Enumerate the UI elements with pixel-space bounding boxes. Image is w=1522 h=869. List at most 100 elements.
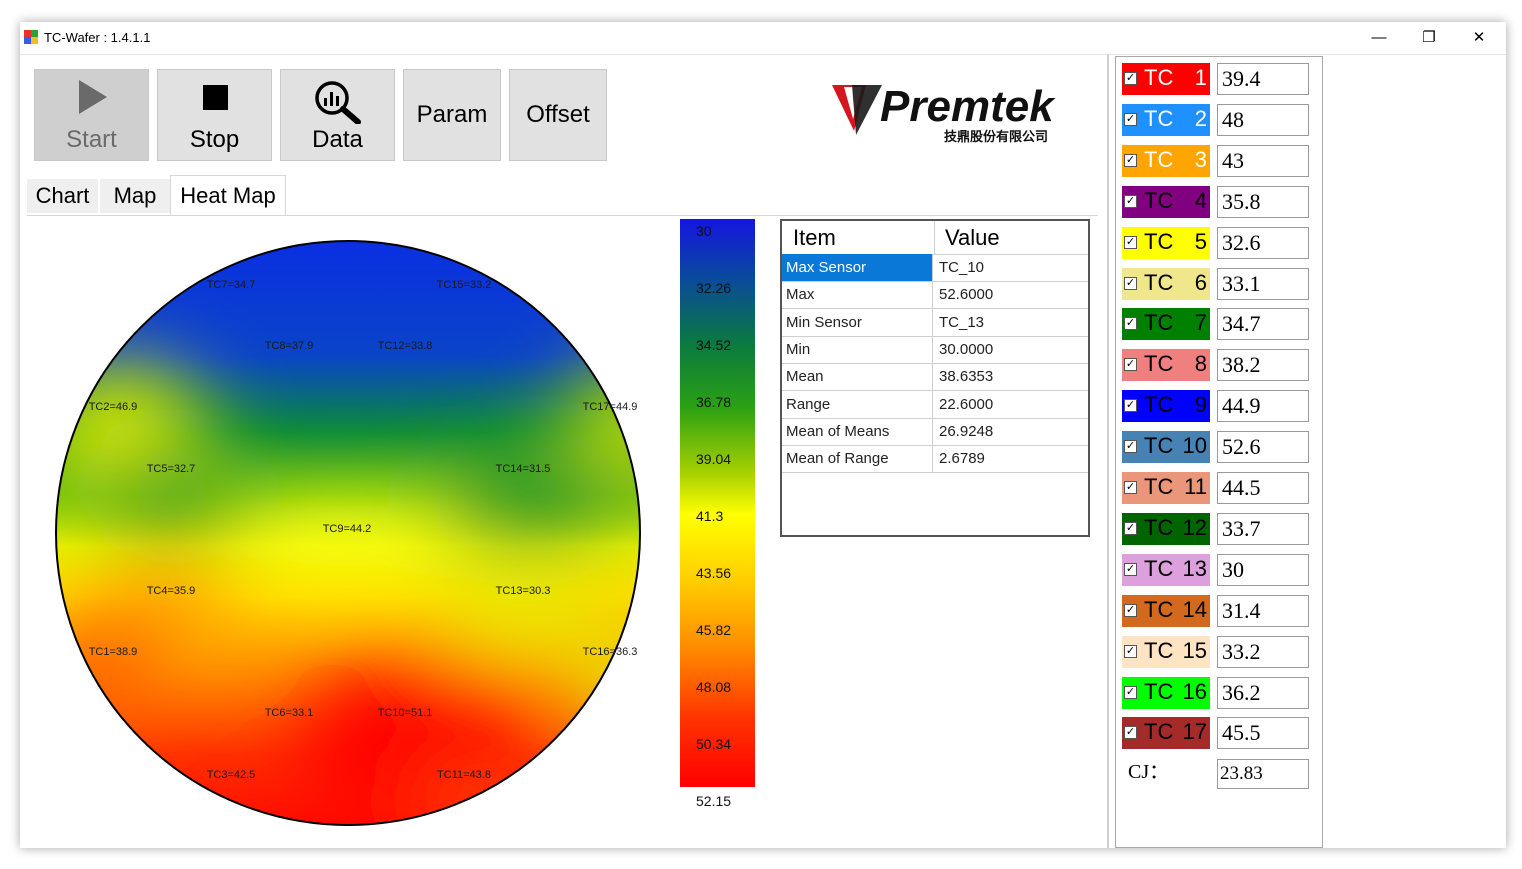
tc-channel-value-field[interactable]: 44.9 (1217, 390, 1309, 423)
statistics-row[interactable]: Mean 38.6353 (782, 363, 1088, 392)
tc-channel-toggle[interactable]: ✓ TC 6 (1122, 267, 1210, 300)
checkbox-checked-icon[interactable]: ✓ (1124, 726, 1137, 740)
statistics-row[interactable]: Max Sensor TC_10 (782, 254, 1088, 282)
statistics-row[interactable]: Range 22.6000 (782, 390, 1088, 419)
tc-channel-value-field[interactable]: 34.7 (1217, 308, 1309, 341)
tc-channel-name: TC (1144, 433, 1174, 459)
checkbox-checked-icon[interactable]: ✓ (1124, 644, 1137, 658)
tc-channel-value-field[interactable]: 33.1 (1217, 267, 1309, 300)
tc-channel-number: 17 (1182, 719, 1207, 745)
tab-chart[interactable]: Chart (27, 179, 98, 213)
color-scale-tick: 50.34 (696, 736, 732, 752)
checkbox-checked-icon[interactable]: ✓ (1124, 317, 1137, 331)
tc-channel-value-field[interactable]: 30 (1217, 553, 1309, 586)
checkbox-checked-icon[interactable]: ✓ (1124, 235, 1137, 249)
tc-channel-value-field[interactable]: 35.8 (1217, 185, 1309, 218)
checkbox-checked-icon[interactable]: ✓ (1124, 562, 1137, 576)
stop-button[interactable]: Stop (157, 69, 272, 161)
checkbox-checked-icon[interactable]: ✓ (1124, 112, 1137, 126)
tc-channel-value-field[interactable]: 33.2 (1217, 635, 1309, 668)
tc-channel-value-field[interactable]: 52.6 (1217, 431, 1309, 464)
color-scale-tick: 52.15 (696, 793, 732, 809)
tc-channel-name: TC (1144, 514, 1174, 540)
checkbox-checked-icon[interactable]: ✓ (1124, 440, 1137, 454)
tc-channel-number: 16 (1182, 678, 1207, 704)
tc-channel-toggle[interactable]: ✓ TC 10 (1122, 431, 1210, 464)
param-button[interactable]: Param (403, 69, 501, 161)
tc-channel-name: TC (1144, 187, 1174, 213)
tc-channel-toggle[interactable]: ✓ TC 5 (1122, 226, 1210, 259)
checkbox-checked-icon[interactable]: ✓ (1124, 481, 1137, 494)
tc-channel-value-field[interactable]: 45.5 (1217, 717, 1309, 750)
tc-channel-toggle[interactable]: ✓ TC 15 (1122, 635, 1210, 668)
tc-channel-toggle[interactable]: ✓ TC 13 (1122, 553, 1210, 586)
tc-channel-number: 14 (1182, 596, 1207, 622)
tc-channel-toggle[interactable]: ✓ TC 1 (1122, 63, 1210, 95)
tc-channel-value-field[interactable]: 48 (1217, 103, 1309, 136)
tab-map[interactable]: Map (100, 179, 170, 213)
statistics-value: 30.0000 (939, 340, 994, 358)
tc-channel-value-field[interactable]: 39.4 (1217, 63, 1309, 95)
tc-channel-toggle[interactable]: ✓ TC 8 (1122, 349, 1210, 382)
checkbox-checked-icon[interactable]: ✓ (1124, 521, 1137, 535)
tc-channel-value-field[interactable]: 32.6 (1217, 226, 1309, 259)
tc-channel-value-field[interactable]: 36.2 (1217, 676, 1309, 709)
wafer-sensor-label: TC2=46.9 (88, 401, 138, 413)
tc-channel-toggle[interactable]: ✓ TC 9 (1122, 390, 1210, 423)
tc-channel-value-field[interactable]: 43 (1217, 144, 1309, 177)
tc-channel-value-field[interactable]: 38.2 (1217, 349, 1309, 382)
start-button[interactable]: Start (34, 69, 149, 161)
restore-button[interactable]: ❐ (1422, 29, 1436, 46)
tc-channel-value-field[interactable]: 31.4 (1217, 594, 1309, 627)
tc-channel-number: 4 (1194, 187, 1207, 213)
statistics-row[interactable]: Mean of Means 26.9248 (782, 417, 1088, 446)
panel-splitter[interactable] (1107, 54, 1109, 848)
data-button[interactable]: Data (280, 69, 395, 161)
statistics-row[interactable]: Min Sensor TC_13 (782, 308, 1088, 337)
checkbox-checked-icon[interactable]: ✓ (1124, 153, 1137, 167)
checkbox-checked-icon[interactable]: ✓ (1124, 685, 1137, 699)
tc-channel-toggle[interactable]: ✓ TC 11 (1122, 472, 1210, 504)
offset-button[interactable]: Offset (509, 69, 607, 161)
tc-channel-toggle[interactable]: ✓ TC 7 (1122, 308, 1210, 341)
tc-channel-toggle[interactable]: ✓ TC 17 (1122, 717, 1210, 750)
cj-value-field[interactable]: 23.83 (1217, 759, 1309, 789)
tc-channel-toggle[interactable]: ✓ TC 3 (1122, 144, 1210, 177)
tc-channel-toggle[interactable]: ✓ TC 16 (1122, 676, 1210, 709)
checkbox-checked-icon[interactable]: ✓ (1124, 358, 1137, 372)
wafer-sensor-label: TC10=51.1 (377, 707, 433, 719)
statistics-row[interactable]: Max 52.6000 (782, 281, 1088, 310)
wafer-sensor-label: TC7=34.7 (206, 279, 256, 291)
tc-channel-toggle[interactable]: ✓ TC 12 (1122, 512, 1210, 545)
minimize-button[interactable]: — (1371, 28, 1387, 46)
tc-channel-toggle[interactable]: ✓ TC 2 (1122, 103, 1210, 136)
checkbox-checked-icon[interactable]: ✓ (1124, 72, 1137, 85)
tc-channel-value-field[interactable]: 44.5 (1217, 472, 1309, 504)
tc-channel-toggle[interactable]: ✓ TC 14 (1122, 594, 1210, 627)
statistics-item: Min Sensor (782, 308, 933, 336)
tc-channel-toggle[interactable]: ✓ TC 4 (1122, 185, 1210, 218)
checkbox-checked-icon[interactable]: ✓ (1124, 276, 1137, 290)
tc-channel-name: TC (1144, 596, 1174, 622)
color-scale-bar (680, 219, 755, 787)
tc-channel-number: 8 (1194, 351, 1207, 377)
logo-subtitle: 技鼎股份有限公司 (944, 129, 1048, 145)
wafer-sensor-label: TC1=38.9 (88, 646, 138, 658)
title-bar: TC-Wafer : 1.4.1.1 — ❐ ✕ (20, 22, 1506, 54)
statistics-value: TC_10 (939, 259, 985, 276)
checkbox-checked-icon[interactable]: ✓ (1124, 194, 1137, 208)
color-scale-tick: 32.26 (696, 280, 732, 296)
close-button[interactable]: ✕ (1472, 29, 1486, 46)
statistics-header: Item Value (782, 221, 1088, 255)
tab-heat-map[interactable]: Heat Map (170, 175, 286, 215)
statistics-value: TC_13 (939, 313, 985, 331)
tc-channel-number: 10 (1182, 433, 1207, 459)
wafer-sensor-label: TC9=44.2 (322, 523, 372, 535)
checkbox-checked-icon[interactable]: ✓ (1124, 399, 1137, 413)
checkbox-checked-icon[interactable]: ✓ (1124, 603, 1137, 617)
tc-channel-value-field[interactable]: 33.7 (1217, 512, 1309, 545)
statistics-row[interactable]: Mean of Range 2.6789 (782, 445, 1088, 474)
tc-channel-number: 1 (1194, 65, 1207, 90)
statistics-row[interactable]: Min 30.0000 (782, 335, 1088, 364)
tc-channel-number: 6 (1194, 269, 1207, 295)
